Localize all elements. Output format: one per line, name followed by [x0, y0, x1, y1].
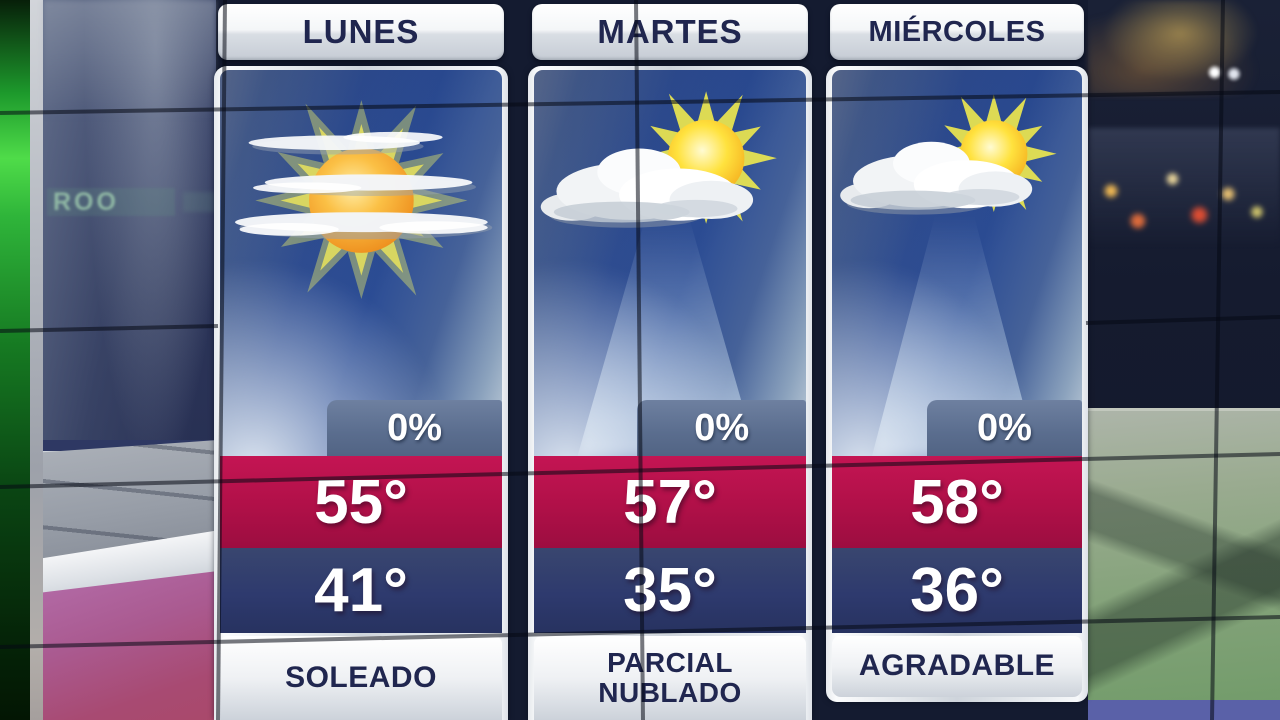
- condition-label: SOLEADO: [220, 636, 502, 720]
- sky-area: 0%: [832, 70, 1082, 456]
- condition-line1: AGRADABLE: [858, 649, 1056, 683]
- precip-chance-badge: 0%: [927, 400, 1082, 456]
- studio-green-light-strip: [0, 0, 30, 720]
- condition-line1: SOLEADO: [285, 660, 437, 694]
- condition-label: PARCIAL NUBLADO: [534, 636, 806, 720]
- day-name: MIÉRCOLES: [830, 4, 1084, 60]
- precip-chance-badge: 0%: [637, 400, 806, 456]
- desk-pink-panel: [43, 568, 216, 720]
- city-lights-band: [1088, 128, 1280, 278]
- forecast-panel: 0% 58° 36° AGRADABLE: [826, 66, 1088, 702]
- backdrop-sign-text: ROO: [47, 188, 175, 216]
- low-temp: 41°: [220, 548, 502, 633]
- partly-cloudy-icon: [539, 85, 800, 273]
- forecast-card-lunes: LUNES: [214, 4, 508, 720]
- low-temp: 36°: [832, 548, 1082, 633]
- backdrop-right-cityscape: [1088, 0, 1280, 720]
- forecast-panel: 0% 57° 35° PARCIAL NUBLADO: [528, 66, 812, 720]
- condition-label: AGRADABLE: [832, 636, 1082, 697]
- city-light-dots: [1088, 58, 1280, 90]
- backdrop-haze: [43, 0, 216, 120]
- low-temp: 35°: [534, 548, 806, 633]
- news-desk: [43, 440, 216, 720]
- cloud: [840, 142, 1033, 216]
- partly-cloudy-icon: [837, 85, 1077, 258]
- forecast-panel: 0% 55° 41° SOLEADO: [214, 66, 508, 720]
- high-temp: 58°: [832, 456, 1082, 548]
- high-temp: 55°: [220, 456, 502, 548]
- sky-area: 0%: [534, 70, 806, 456]
- sky-area: 0%: [220, 70, 502, 456]
- cloud: [541, 148, 754, 229]
- forecast-card-martes: MARTES: [528, 4, 812, 720]
- precip-chance-badge: 0%: [327, 400, 502, 456]
- studio-wall-edge: [30, 0, 43, 720]
- day-name: LUNES: [218, 4, 504, 60]
- condition-line1: PARCIAL: [607, 646, 733, 678]
- high-temp: 57°: [534, 456, 806, 548]
- condition-line2: NUBLADO: [598, 677, 742, 708]
- sun-with-wispy-clouds-icon: [226, 85, 497, 325]
- cloud-wisps: [234, 132, 492, 240]
- day-name: MARTES: [532, 4, 808, 60]
- studio-floor: [1088, 408, 1280, 700]
- studio-floor-strip: [1088, 700, 1280, 720]
- forecast-card-miercoles: MIÉRCOLES: [826, 4, 1088, 720]
